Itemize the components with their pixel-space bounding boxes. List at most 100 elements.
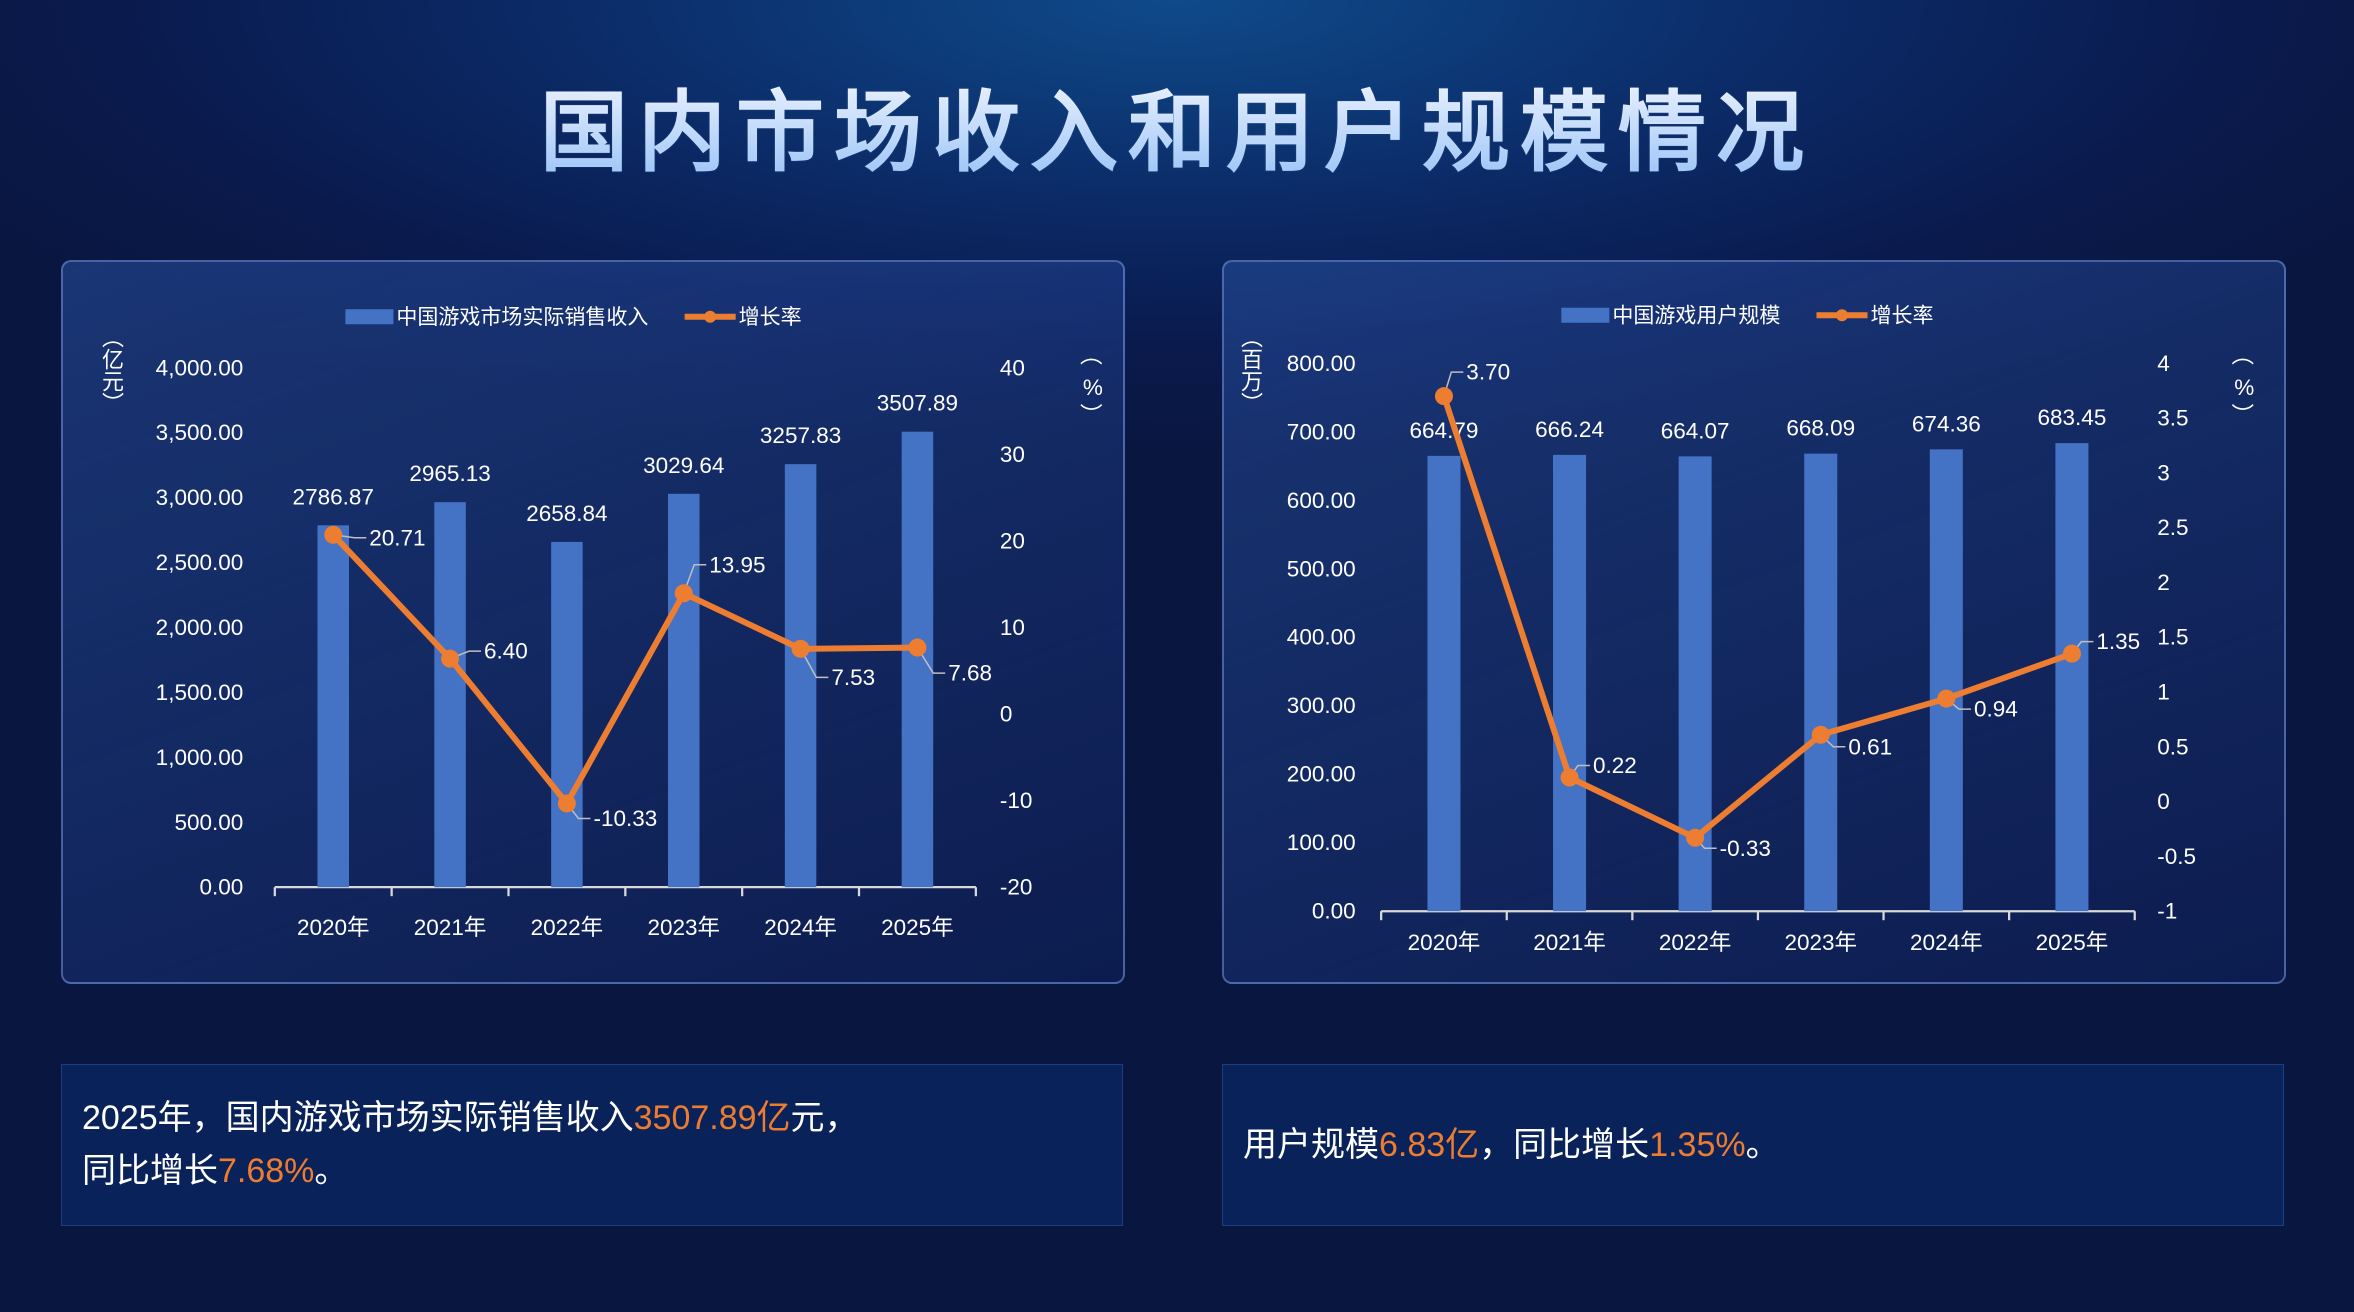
y-right-tick: 1.5 [2157,625,2188,650]
legend-bar-swatch [345,309,394,325]
legend-bar-label: 中国游戏用户规模 [1612,305,1780,328]
growth-data-label: 7.53 [831,665,875,690]
growth-data-label: 20.71 [369,525,425,550]
y-right-tick: -20 [1000,875,1033,900]
x-tick-label: 2020年 [297,915,370,940]
note-text: 同比增长 [82,1152,218,1190]
y-right-tick: 0 [2157,789,2170,814]
growth-point [1811,725,1830,744]
growth-point [908,638,927,657]
x-tick-label: 2020年 [1408,930,1481,955]
bar [784,464,817,888]
y-right-tick: -1 [2157,899,2177,924]
growth-data-label: 6.40 [484,639,528,664]
y-right-tick: 10 [1000,615,1025,640]
y-right-tick: 2.5 [2157,515,2188,540]
note-highlight: 1.35% [1649,1125,1746,1164]
growth-line [1441,395,2073,841]
y-right-tick: 30 [1000,442,1025,467]
x-tick-label: 2022年 [1659,930,1732,955]
bar-data-label: 664.07 [1661,418,1730,443]
y-right-tick: 0 [1000,702,1013,727]
y-left-unit-label: （百万） [1238,326,1263,414]
y-right-tick: 3.5 [2157,406,2188,431]
growth-data-label: 0.61 [1848,734,1892,759]
y-left-tick: 600.00 [1287,488,1356,513]
y-right-tick: 3 [2157,460,2170,485]
growth-point [791,639,810,658]
y-left-tick: 2,000.00 [156,615,244,640]
growth-data-label: 0.22 [1593,753,1637,778]
legend-line-label: 增长率 [1871,305,1934,328]
users-chart-panel [1222,260,2286,984]
growth-data-label: 13.95 [709,552,765,577]
data-label-leader [799,648,829,679]
bar-data-label: 3507.89 [877,391,958,416]
growth-data-label: 3.70 [1466,360,1510,385]
revenue-chart-panel [61,260,1125,984]
y-right-unit-char: % [1083,375,1103,400]
y-left-tick: 700.00 [1287,419,1356,444]
bar [2055,443,2089,912]
y-right-tick: 40 [1000,355,1025,380]
x-tick-label: 2023年 [647,915,720,940]
note-highlight: 3507.89亿 [633,1099,791,1137]
y-left-tick: 4,000.00 [156,355,244,380]
bar [551,541,583,888]
legend-line-label: 增长率 [739,306,802,329]
x-tick-label: 2021年 [414,915,487,940]
bar [317,525,349,888]
bar-data-label: 2786.87 [293,484,374,509]
growth-data-label: 7.68 [948,661,992,686]
data-label-leader [916,647,946,674]
y-left-tick: 500.00 [1287,556,1356,581]
users-note: 用户规模6.83亿，同比增长1.35%。 [1222,1064,2284,1226]
y-left-tick: 0.00 [199,875,243,900]
y-left-tick: 800.00 [1287,351,1356,376]
y-right-unit-char: ） [1077,403,1102,426]
bar [1553,454,1587,912]
y-right-tick: 2 [2157,570,2170,595]
bar-data-label: 2965.13 [409,461,490,486]
legend-line-marker [704,310,717,323]
x-tick-label: 2022年 [531,915,604,940]
note-text: 。 [1745,1125,1780,1164]
growth-data-label: -0.33 [1720,836,1771,861]
y-left-tick: 100.00 [1287,830,1356,855]
note-highlight: 6.83亿 [1379,1125,1480,1164]
y-right-unit-char: （ [2229,343,2254,366]
bar [667,493,700,888]
note-text: 。 [314,1152,349,1190]
bar-data-label: 3029.64 [643,453,724,478]
y-left-tick: 0.00 [1312,899,1356,924]
bar-data-label: 664.79 [1410,418,1479,443]
x-tick-label: 2023年 [1784,930,1857,955]
y-left-unit-label: （亿元） [99,326,124,414]
x-tick-label: 2024年 [764,915,837,940]
x-tick-label: 2025年 [881,915,954,940]
growth-point [1686,828,1705,847]
bar [1427,455,1461,912]
y-right-unit-char: （ [1077,343,1102,366]
y-right-tick: 0.5 [2157,734,2188,759]
data-label-leader [683,564,707,594]
bar-data-label: 666.24 [1535,417,1604,442]
note-text: 用户规模 [1243,1125,1379,1164]
bar-data-label: 683.45 [2038,405,2107,430]
note-highlight: 7.68% [218,1152,315,1190]
y-left-tick: 3,500.00 [156,420,244,445]
revenue-note: 2025年，国内游戏市场实际销售收入3507.89亿元， 同比增长7.68%。 [61,1064,1123,1226]
growth-point [1937,689,1956,708]
y-left-tick: 500.00 [174,810,243,835]
bar [901,431,934,888]
bar [1804,453,1838,912]
bar [434,502,466,888]
bar [1929,449,1963,912]
y-right-tick: 20 [1000,528,1025,553]
growth-data-label: 1.35 [2096,629,2140,654]
legend-bar-swatch [1561,307,1610,323]
y-left-tick: 200.00 [1287,762,1356,787]
y-left-tick: 3,000.00 [156,485,244,510]
y-left-tick: 2,500.00 [156,550,244,575]
